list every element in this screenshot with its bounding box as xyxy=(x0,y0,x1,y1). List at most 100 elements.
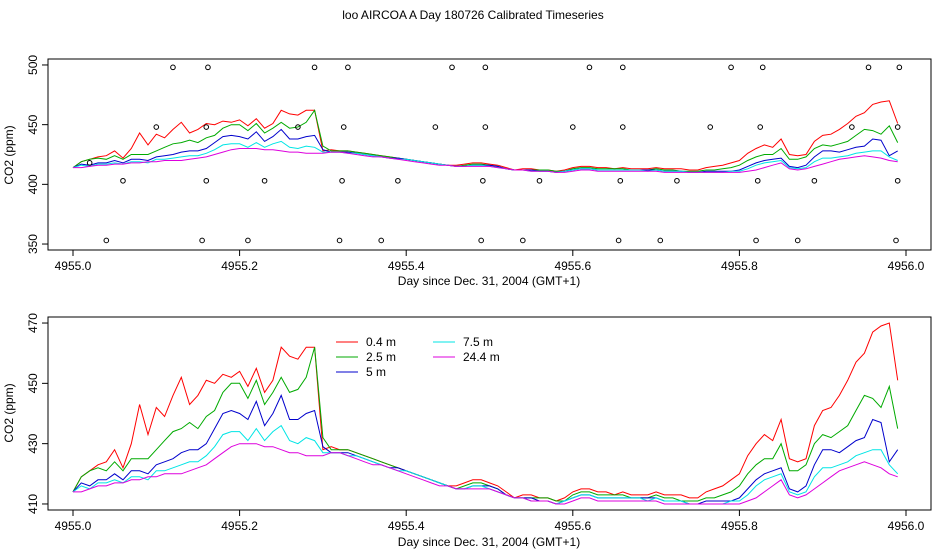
bottom-series-line-7-5-m xyxy=(72,424,899,505)
flag-marker xyxy=(619,64,626,71)
flag-marker xyxy=(378,237,385,244)
flag-marker xyxy=(849,124,855,130)
flag-marker xyxy=(120,177,126,184)
bottom-x-axis: 4955.0 4955.2 4955.4 4955.6 4955.8 4956.0 xyxy=(55,510,925,533)
bottom-series-line-24-4-m xyxy=(73,443,898,505)
flag-marker xyxy=(894,177,901,184)
flag-marker xyxy=(103,237,110,244)
top-x-tick-label: 4955.6 xyxy=(554,259,591,273)
flag-marker xyxy=(893,237,899,244)
flag-marker xyxy=(449,64,455,71)
flag-marker xyxy=(586,64,593,71)
flag-marker xyxy=(615,237,622,244)
top-y-axis-label: CO2 (ppm) xyxy=(2,125,16,184)
bottom-series-line-5-m xyxy=(72,394,899,505)
bottom-x-tick-label: 4955.6 xyxy=(554,519,591,533)
flag-marker xyxy=(896,64,903,71)
top-x-axis: 4955.0 4955.2 4955.4 4955.6 4955.8 4956.0 xyxy=(55,250,925,273)
legend-label: 0.4 m xyxy=(366,335,396,349)
flag-marker xyxy=(153,124,160,130)
flag-marker xyxy=(617,177,624,184)
bottom-series-line-0-4-m xyxy=(72,322,899,502)
flag-marker xyxy=(203,124,210,130)
bottom-y-axis: 410 430 450 470 xyxy=(26,313,48,514)
flag-marker xyxy=(340,124,347,130)
flag-marker xyxy=(295,124,301,130)
top-plot-frame xyxy=(47,58,932,251)
flag-marker xyxy=(754,177,761,184)
flag-marker xyxy=(894,124,901,130)
flag-marker xyxy=(865,64,872,71)
flag-marker xyxy=(707,124,714,130)
bottom-panel: 4955.0 4955.2 4955.4 4955.6 4955.8 4956.0 410… xyxy=(2,313,932,549)
flag-marker xyxy=(345,64,351,71)
bottom-series-line-2-5-m xyxy=(72,347,899,502)
flag-marker xyxy=(757,124,764,130)
flag-marker xyxy=(170,64,176,71)
top-flag-markers xyxy=(86,64,903,244)
bottom-x-tick-label: 4955.8 xyxy=(721,519,758,533)
flag-marker xyxy=(482,124,489,130)
flag-marker xyxy=(759,64,766,71)
top-series-line-7-5-m xyxy=(72,140,898,173)
bottom-x-tick-label: 4955.4 xyxy=(388,519,425,533)
top-x-tick-label: 4955.2 xyxy=(221,259,258,273)
flag-marker xyxy=(478,237,484,244)
legend: 0.4 m2.5 m5 m 7.5 m24.4 m xyxy=(336,335,500,379)
flag-marker xyxy=(432,124,439,130)
bottom-plot-frame xyxy=(47,316,932,511)
top-x-axis-label: Day since Dec. 31, 2004 (GMT+1) xyxy=(398,274,580,288)
flag-marker xyxy=(570,124,576,130)
flag-marker xyxy=(520,237,526,244)
bottom-series-group xyxy=(72,322,899,505)
flag-marker xyxy=(794,237,801,244)
top-x-tick-label: 4955.8 xyxy=(721,259,758,273)
figure-title: loo AIRCOA A Day 180726 Calibrated Times… xyxy=(342,8,603,22)
bottom-y-tick-label: 430 xyxy=(26,433,40,453)
legend-label: 5 m xyxy=(366,365,386,379)
flag-marker xyxy=(657,237,664,244)
top-panel: 4955.0 4955.2 4955.4 4955.6 4955.8 4956.0 350… xyxy=(2,55,932,288)
flag-marker xyxy=(199,237,205,244)
flag-marker xyxy=(395,177,401,184)
top-y-tick-label: 450 xyxy=(26,114,40,134)
flag-marker xyxy=(203,177,210,184)
top-x-tick-label: 4955.0 xyxy=(55,259,92,273)
top-series-line-5-m xyxy=(72,128,898,173)
flag-marker xyxy=(536,177,543,184)
top-y-tick-label: 400 xyxy=(26,174,40,194)
legend-label: 2.5 m xyxy=(366,350,396,364)
top-y-tick-label: 500 xyxy=(26,55,40,75)
top-series-group xyxy=(72,100,899,173)
flag-marker xyxy=(205,64,211,71)
bottom-y-axis-label: CO2 (ppm) xyxy=(2,383,16,442)
flag-marker xyxy=(811,177,818,184)
bottom-y-tick-label: 410 xyxy=(26,494,40,514)
flag-marker xyxy=(619,124,626,130)
top-y-tick-label: 350 xyxy=(26,234,40,254)
bottom-x-tick-label: 4956.0 xyxy=(888,519,925,533)
flag-marker xyxy=(86,160,93,166)
flag-marker xyxy=(261,177,268,184)
bottom-x-axis-label: Day since Dec. 31, 2004 (GMT+1) xyxy=(398,535,580,549)
legend-label: 24.4 m xyxy=(463,350,500,364)
flag-marker xyxy=(245,237,251,244)
flag-marker xyxy=(753,237,759,244)
flag-marker xyxy=(339,177,345,184)
flag-marker xyxy=(482,64,489,71)
bottom-y-tick-label: 470 xyxy=(26,313,40,333)
top-series-line-0-4-m xyxy=(72,100,899,172)
flag-marker xyxy=(336,237,343,244)
top-y-axis: 350 400 450 500 xyxy=(26,55,48,254)
bottom-x-tick-label: 4955.0 xyxy=(55,519,92,533)
legend-label: 7.5 m xyxy=(463,335,493,349)
bottom-x-tick-label: 4955.2 xyxy=(221,519,258,533)
top-series-line-24-4-m xyxy=(73,148,898,173)
top-x-tick-label: 4955.4 xyxy=(388,259,425,273)
top-series-line-2-5-m xyxy=(72,109,899,172)
flag-marker xyxy=(728,64,734,71)
bottom-y-tick-label: 450 xyxy=(26,373,40,393)
flag-marker xyxy=(311,64,318,71)
flag-marker xyxy=(674,177,680,184)
